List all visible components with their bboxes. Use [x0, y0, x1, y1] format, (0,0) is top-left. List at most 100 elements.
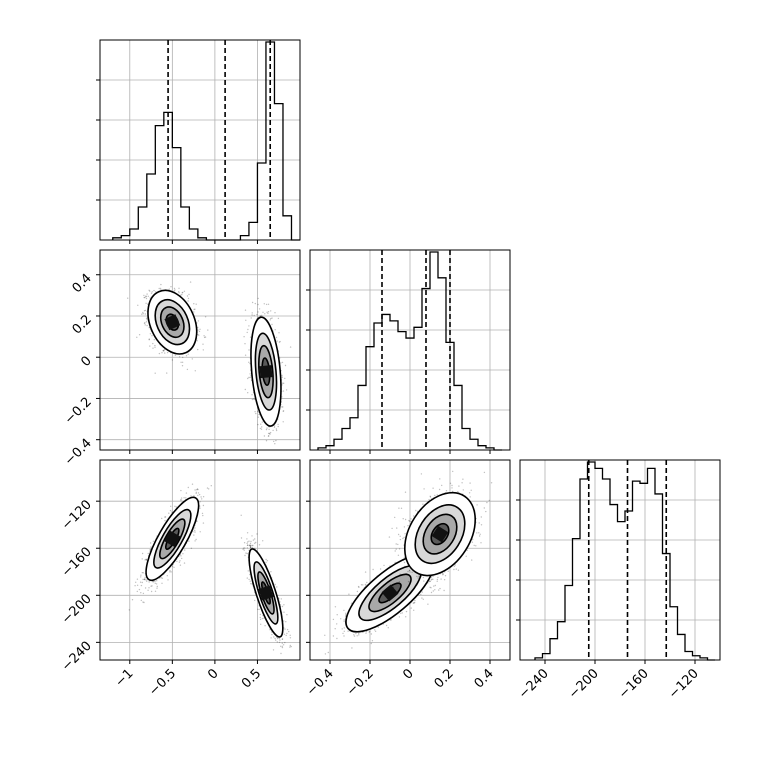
sample-point: [254, 302, 256, 305]
sample-point: [201, 498, 203, 500]
sample-point: [148, 289, 150, 291]
sample-point: [150, 292, 153, 294]
sample-point: [153, 581, 155, 583]
sample-point: [207, 329, 209, 331]
sample-point: [131, 599, 134, 601]
sample-point: [186, 368, 189, 371]
sample-point: [197, 333, 199, 336]
sample-point: [145, 559, 148, 561]
sample-point: [204, 316, 207, 318]
sample-point: [173, 287, 176, 290]
sample-point: [267, 435, 270, 437]
sample-point: [136, 578, 139, 580]
sample-point: [257, 303, 259, 306]
sample-point: [154, 580, 156, 582]
sample-point: [258, 308, 261, 310]
sample-point: [141, 581, 143, 584]
sample-point: [197, 348, 199, 351]
sample-point: [153, 289, 155, 292]
sample-point: [151, 291, 153, 293]
sample-point: [197, 329, 199, 331]
sample-point: [158, 287, 160, 290]
sample-point: [247, 392, 249, 394]
sample-point: [154, 344, 156, 347]
sample-point: [267, 432, 270, 435]
sample-point: [144, 313, 146, 315]
sample-point: [187, 353, 189, 355]
sample-point: [206, 487, 209, 489]
sample-point: [270, 310, 272, 312]
sample-point: [196, 340, 198, 342]
sample-point: [144, 587, 147, 589]
sample-point: [152, 347, 154, 349]
sample-point: [261, 426, 263, 428]
sample-point: [144, 324, 146, 326]
sample-point: [267, 303, 270, 305]
sample-point: [146, 319, 148, 321]
xtick-label: −240: [516, 666, 552, 702]
sample-point: [251, 535, 253, 537]
sample-point: [194, 370, 196, 372]
sample-point: [277, 425, 279, 428]
sample-point: [269, 319, 271, 321]
sample-point: [178, 287, 180, 289]
sample-point: [185, 497, 187, 499]
sample-point: [281, 406, 283, 408]
sample-point: [202, 349, 204, 351]
sample-point: [174, 354, 177, 356]
sample-point: [254, 411, 256, 413]
sample-point: [282, 410, 285, 412]
sample-point: [251, 301, 254, 304]
sample-point: [259, 427, 262, 430]
sample-point: [178, 292, 180, 294]
sample-point: [289, 346, 292, 348]
sample-point: [257, 410, 259, 413]
sample-point: [271, 317, 273, 319]
sample-point: [273, 440, 275, 443]
sample-point: [202, 514, 204, 517]
sample-point: [197, 494, 199, 497]
sample-point: [166, 351, 169, 354]
sample-point: [267, 453, 268, 454]
hist-steps: [317, 251, 502, 451]
sample-point: [271, 633, 273, 636]
sample-point: [180, 555, 182, 557]
sample-point: [195, 491, 197, 493]
sample-point: [183, 497, 185, 499]
hist-panel-3: −240 −200 −160 −120: [516, 459, 721, 702]
density-peak: [164, 314, 181, 331]
sample-point: [279, 340, 281, 343]
sample-point: [266, 427, 268, 429]
sample-point: [271, 323, 273, 326]
sample-point: [138, 334, 141, 336]
sample-point: [268, 432, 271, 435]
panel-frame: [99, 249, 301, 451]
scatter-panel-1: −0.4−0.200.20.4: [62, 249, 301, 469]
sample-point: [142, 578, 144, 581]
sample-point: [183, 562, 186, 564]
sample-point: [265, 428, 268, 431]
sample-point: [202, 504, 205, 507]
sample-point: [140, 592, 142, 594]
sample-point: [191, 483, 194, 485]
sample-point: [263, 435, 266, 437]
sample-point: [181, 292, 183, 294]
sample-point: [136, 336, 138, 338]
sample-point: [181, 365, 184, 367]
sample-point: [147, 589, 149, 591]
sample-point: [251, 398, 254, 401]
sample-point: [137, 304, 139, 306]
density-peak: [164, 530, 181, 548]
sample-point: [142, 592, 145, 595]
sample-point: [244, 354, 247, 356]
sample-point: [183, 290, 186, 292]
sample-point: [169, 509, 172, 512]
sample-point: [152, 540, 155, 542]
sample-point: [152, 342, 154, 345]
sample-point: [151, 580, 154, 583]
sample-point: [201, 512, 204, 515]
sample-point: [144, 559, 146, 561]
sample-point: [145, 295, 147, 297]
sample-point: [144, 578, 146, 580]
sample-point: [195, 538, 197, 541]
